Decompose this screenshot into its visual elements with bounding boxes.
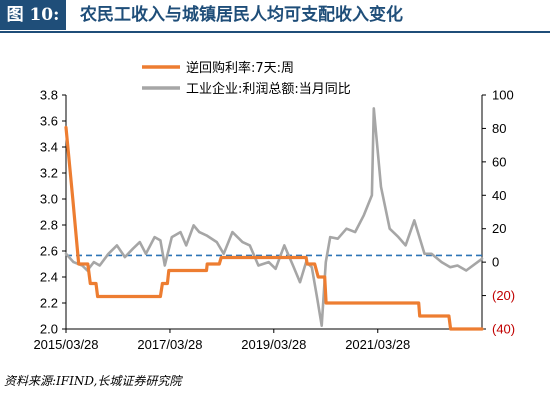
series-line-reverse-repo-rate bbox=[64, 125, 484, 331]
y-right-tick-label: 60 bbox=[492, 154, 506, 169]
y-axis-right: (40) (20) 0 20 40 60 80 100 bbox=[481, 88, 515, 337]
y-right-tick-label: (40) bbox=[492, 322, 515, 337]
y-right-tick-label: 80 bbox=[492, 121, 506, 136]
x-axis: 2015/03/28 2017/03/28 2019/03/28 2021/03/28 bbox=[33, 328, 482, 352]
y-left-tick-label: 3.8 bbox=[40, 88, 58, 103]
y-right-tick-label: 0 bbox=[492, 255, 499, 270]
y-axis-left: 2.0 2.2 2.4 2.6 2.8 3.0 3.2 3.4 3.6 3.8 bbox=[40, 88, 67, 337]
header-rule bbox=[0, 31, 550, 33]
figure-number-badge: 图 10: bbox=[0, 0, 66, 30]
x-tick-label: 2019/03/28 bbox=[241, 337, 306, 352]
y-left-tick-label: 3.6 bbox=[40, 114, 58, 129]
y-left-tick-label: 3.4 bbox=[40, 140, 58, 155]
y-left-tick-label: 2.6 bbox=[40, 244, 58, 259]
figure-title: 农民工收入与城镇居民人均可支配收入变化 bbox=[80, 5, 403, 25]
source-note: 资料来源:IFIND,长城证券研究院 bbox=[4, 374, 182, 388]
legend-label: 工业企业:利润总额:当月同比 bbox=[186, 81, 351, 97]
y-left-tick-label: 2.2 bbox=[40, 296, 58, 311]
legend-label: 逆回购利率:7天:周 bbox=[186, 60, 294, 76]
x-tick-label: 2015/03/28 bbox=[33, 337, 98, 352]
x-tick-label: 2021/03/28 bbox=[345, 337, 410, 352]
y-left-tick-label: 3.0 bbox=[40, 192, 58, 207]
y-left-tick-label: 2.8 bbox=[40, 218, 58, 233]
y-left-tick-label: 3.2 bbox=[40, 166, 58, 181]
x-tick-label: 2017/03/28 bbox=[137, 337, 202, 352]
y-right-tick-label: 100 bbox=[492, 88, 514, 103]
y-right-tick-label: 20 bbox=[492, 221, 506, 236]
series-line-industrial-profit-yoy bbox=[64, 107, 484, 328]
series-group bbox=[64, 107, 484, 331]
y-left-tick-label: 2.0 bbox=[40, 322, 58, 337]
figure-header: 图 10: 农民工收入与城镇居民人均可支配收入变化 bbox=[0, 0, 550, 33]
y-right-tick-label: (20) bbox=[492, 288, 515, 303]
y-left-tick-label: 2.4 bbox=[40, 270, 58, 285]
y-right-tick-label: 40 bbox=[492, 188, 506, 203]
